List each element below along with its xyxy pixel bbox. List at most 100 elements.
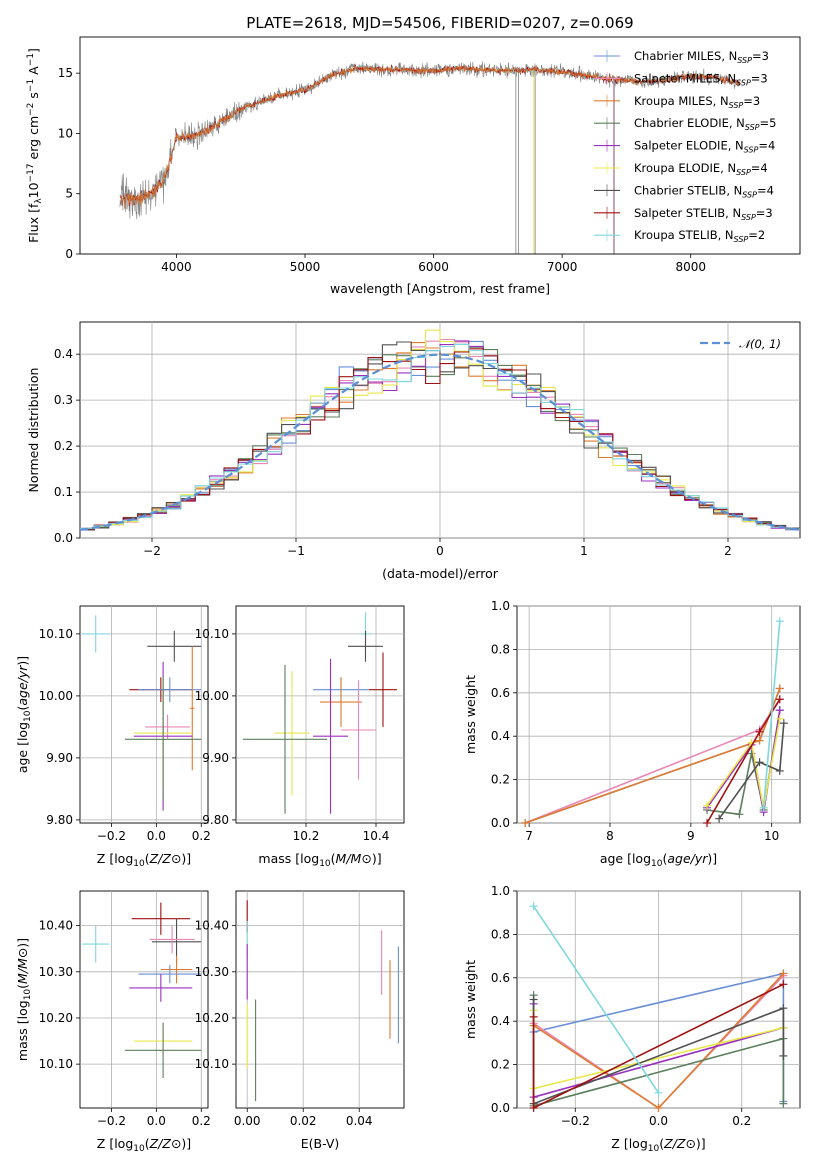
x-tick-label: 0.00 <box>234 1114 261 1128</box>
y-tick-label: 10.30 <box>39 965 73 979</box>
y-axis-label: mass [log10(M/M⊙)] <box>15 938 33 1061</box>
x-axis-label: Z [log10(Z/Z⊙)] <box>611 1136 705 1154</box>
spectrum-model-kroupa-miles <box>119 65 740 210</box>
y-tick-label: 0.4 <box>54 347 73 361</box>
weight-line-salpeter-stelib <box>706 698 781 824</box>
y-tick-label: 0.0 <box>491 816 510 830</box>
plot-layer: 4000 5000 6000 7000 8000 0 5 10 15 wavelength [An… <box>15 36 801 1154</box>
y-tick-label: 5 <box>65 187 73 201</box>
legend-entry: Chabrier ELODIE, NSSP=5 <box>634 116 776 132</box>
y-tick-label: 0.0 <box>54 531 73 545</box>
x-tick-label: 1 <box>580 544 588 558</box>
y-tick-label: 0.2 <box>54 439 73 453</box>
axes-frame <box>235 605 405 824</box>
x-tick-label: −0.2 <box>561 1114 590 1128</box>
x-axis-label: E(B-V) <box>301 1136 340 1151</box>
x-tick-label: 2 <box>724 544 732 558</box>
x-tick-label: 0.2 <box>732 1114 751 1128</box>
y-tick-label: 9.90 <box>46 751 73 765</box>
y-tick-label: 1.0 <box>491 884 510 898</box>
y-tick-label: 10.10 <box>39 1057 73 1071</box>
x-axis-label: Z [log10(Z/Z⊙)] <box>97 1136 191 1154</box>
x-tick-label: 10.2 <box>293 829 320 843</box>
legend-entry: Chabrier STELIB, NSSP=4 <box>634 183 774 199</box>
weight-line-chabrier-elodie <box>706 710 781 816</box>
y-tick-label: 10.10 <box>39 627 73 641</box>
figure-title: PLATE=2618, MJD=54506, FIBERID=0207, z=0… <box>246 14 633 32</box>
y-tick-label: 10.10 <box>195 1057 229 1071</box>
x-tick-label: −2 <box>143 544 161 558</box>
y-tick-label: 0.8 <box>491 927 510 941</box>
x-tick-label: 0.2 <box>192 1114 211 1128</box>
y-axis-label: age [log10(age/yr)] <box>15 656 33 773</box>
y-tick-label: 0.2 <box>491 773 510 787</box>
legend-entry: 𝒩(0, 1) <box>739 337 781 351</box>
x-tick-label: 7 <box>525 829 533 843</box>
y-tick-label: 15 <box>58 66 73 80</box>
legend-entry: Kroupa STELIB, NSSP=2 <box>634 228 765 244</box>
y-tick-label: 10.20 <box>195 1011 229 1025</box>
chart-mass-vs-Z: −0.2 0.0 0.2 10.10 10.20 10.30 10.40 Z [log10(Z… <box>15 890 211 1154</box>
x-axis-label: (data-model)/error <box>382 566 499 581</box>
y-tick-label: 10.10 <box>195 627 229 641</box>
y-tick-label: 0.8 <box>491 642 510 656</box>
x-tick-label: 4000 <box>161 260 192 274</box>
y-tick-label: 9.80 <box>46 813 73 827</box>
weight-line-kroupa-stelib <box>762 621 781 808</box>
legend-entry: Salpeter MILES, NSSP=3 <box>634 71 768 87</box>
x-tick-label: −0.2 <box>97 1114 126 1128</box>
x-tick-label: 9 <box>687 829 695 843</box>
chart-residuals: −2 −1 0 1 2 0.0 0.1 0.2 0.3 0.4 (data-model)/error… <box>26 321 801 581</box>
x-axis-label: wavelength [Angstrom, rest frame] <box>330 281 550 296</box>
y-tick-label: 10.20 <box>39 1011 73 1025</box>
legend-entry: Salpeter STELIB, NSSP=3 <box>634 206 773 222</box>
x-axis-label: Z [log10(Z/Z⊙)] <box>97 851 191 869</box>
axes-frame <box>516 605 801 824</box>
axes-frame <box>235 890 405 1109</box>
y-tick-label: 0.3 <box>54 393 73 407</box>
y-tick-label: 9.80 <box>202 813 229 827</box>
y-tick-label: 10.40 <box>195 919 229 933</box>
x-tick-label: 8000 <box>675 260 706 274</box>
x-tick-label: 10 <box>764 829 779 843</box>
chart-mass-vs-EBV: 0.00 0.02 0.04 10.10 10.20 10.30 10.40 E(B-V) <box>195 890 405 1151</box>
y-tick-label: 0.1 <box>54 485 73 499</box>
x-tick-label: 0.2 <box>192 829 211 843</box>
y-tick-label: 9.90 <box>202 751 229 765</box>
x-axis-label: mass [log10(M/M⊙)] <box>258 851 381 869</box>
y-tick-label: 1.0 <box>491 599 510 613</box>
x-tick-label: 0.0 <box>147 1114 166 1128</box>
y-axis-label: Flux [fλ10−17 erg cm−2 s−1 A−1] <box>26 48 44 243</box>
x-tick-label: 5000 <box>290 260 321 274</box>
chart-spectrum: 4000 5000 6000 7000 8000 0 5 10 15 wavelength [An… <box>26 36 801 296</box>
x-tick-label: −0.2 <box>97 829 126 843</box>
y-axis-label: mass weight <box>463 960 478 1039</box>
y-tick-label: 10.40 <box>39 919 73 933</box>
weight-line-kroupa-elodie <box>706 718 781 808</box>
weight-line-kroupa-stelib <box>532 905 660 1094</box>
y-axis-label: mass weight <box>463 675 478 754</box>
residual-step-kroupa-elodie <box>80 329 800 530</box>
y-tick-label: 0.2 <box>491 1058 510 1072</box>
legend-entry: Chabrier MILES, NSSP=3 <box>634 49 769 65</box>
x-tick-label: 0.04 <box>346 1114 373 1128</box>
normal-curve <box>80 353 800 531</box>
y-tick-label: 10.30 <box>195 965 229 979</box>
x-axis-label: age [log10(age/yr)] <box>600 851 717 869</box>
chart-mass-weight-vs-age: 7 8 9 10 0.0 0.2 0.4 0.6 0.8 1.0 age [log10(age/yr… <box>463 599 801 869</box>
x-tick-label: 7000 <box>547 260 578 274</box>
y-tick-label: 0.4 <box>491 1014 510 1028</box>
y-axis-label: Normed distribution <box>26 368 41 493</box>
residual-steps <box>80 329 800 531</box>
axes-frame <box>79 36 801 255</box>
weight-line-chabrier-stelib <box>718 723 785 820</box>
y-tick-label: 10.00 <box>39 689 73 703</box>
y-tick-label: 0.4 <box>491 729 510 743</box>
x-tick-label: 0 <box>436 544 444 558</box>
chart-age-vs-Z: −0.2 0.0 0.2 9.80 9.90 10.00 10.10 Z [log10(Z/Z… <box>15 605 211 869</box>
axes-frame <box>79 605 209 824</box>
residual-step-salpeter-stelib <box>80 348 800 530</box>
legend-entry: Salpeter ELODIE, NSSP=4 <box>634 139 775 155</box>
x-tick-label: 6000 <box>418 260 449 274</box>
